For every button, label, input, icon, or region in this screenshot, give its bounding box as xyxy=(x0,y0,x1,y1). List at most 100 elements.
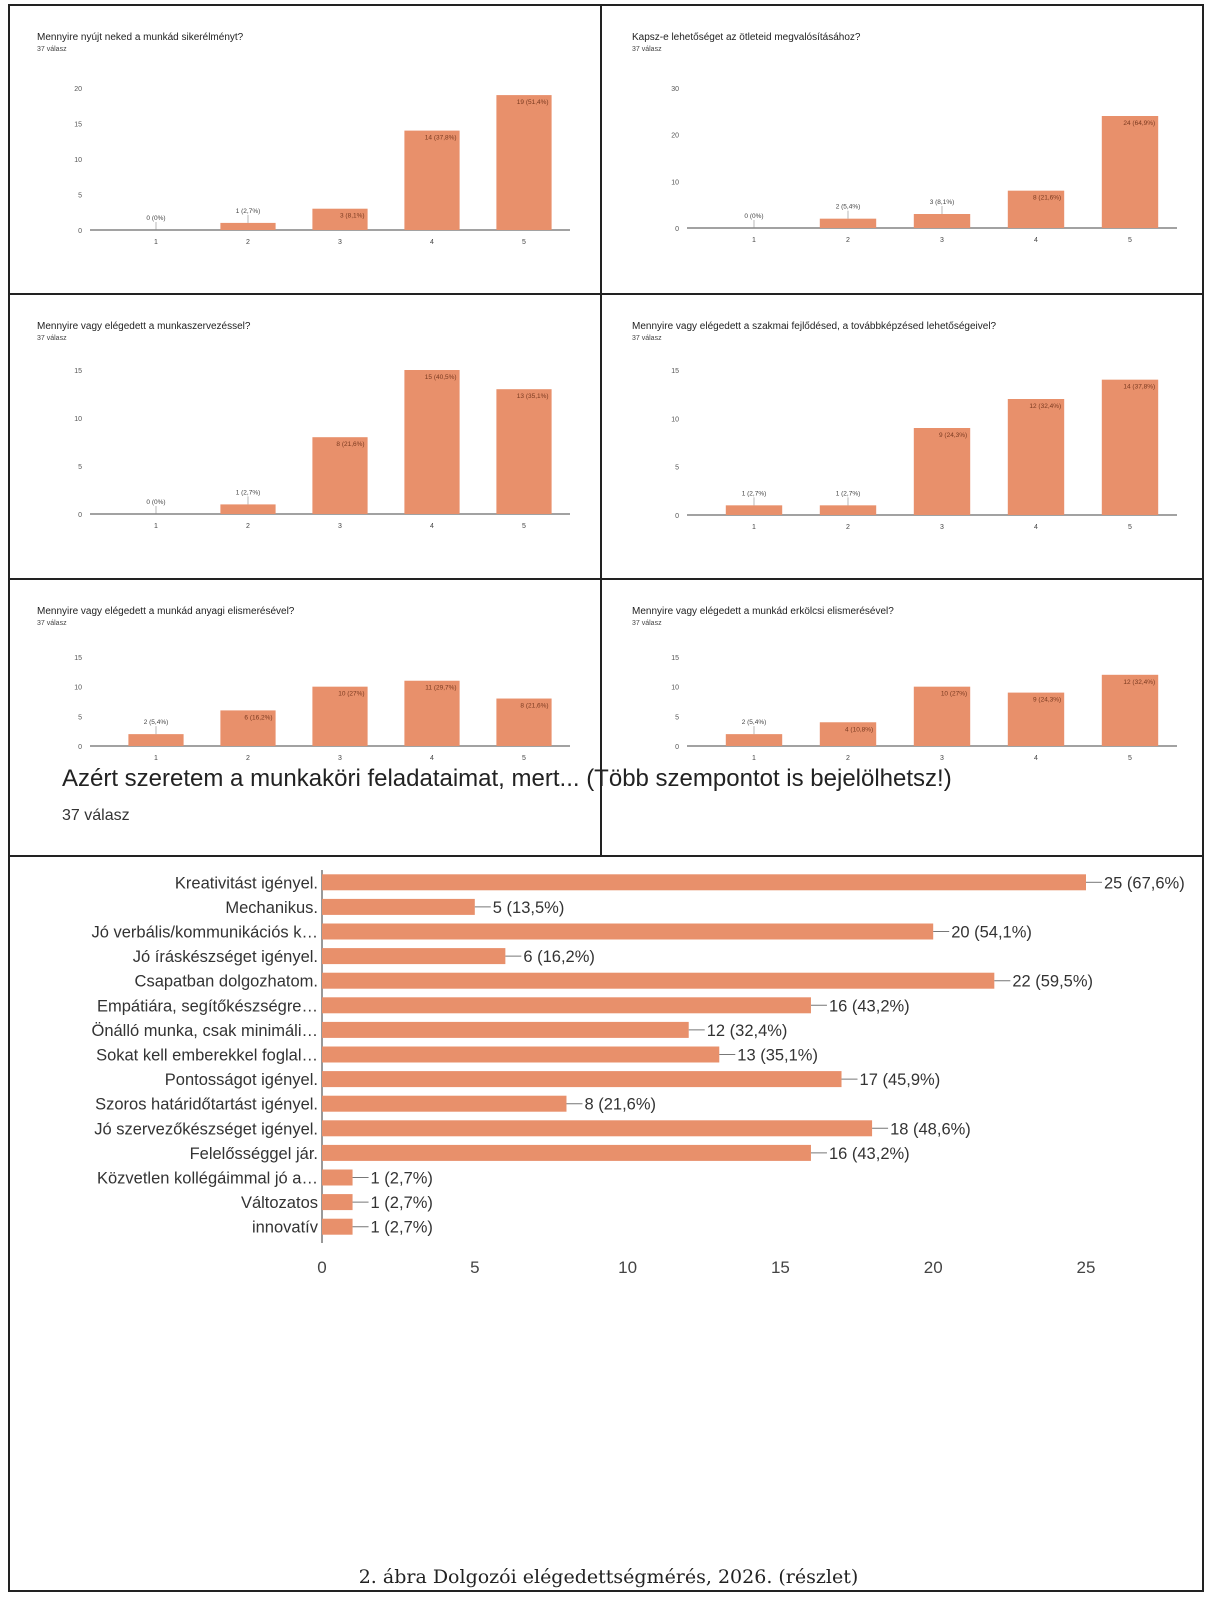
data-label: 12 (32,4%) xyxy=(1123,679,1155,686)
big-chart-title: Azért szeretem a munkaköri feladataimat,… xyxy=(62,765,952,792)
x-tick-label: 5 xyxy=(1128,237,1132,244)
bar xyxy=(1007,190,1065,228)
bar xyxy=(496,95,552,230)
category-label: Önálló munka, csak minimáli… xyxy=(92,1022,319,1040)
data-label: 9 (24,3%) xyxy=(939,432,967,439)
data-label: 2 (5,4%) xyxy=(144,719,169,726)
x-tick-label: 1 xyxy=(752,755,756,762)
y-tick-label: 10 xyxy=(671,179,679,186)
chart-subtitle: 37 válasz xyxy=(632,620,662,627)
data-label: 10 (27%) xyxy=(941,691,967,698)
category-label: Csapatban dolgozhatom. xyxy=(135,973,318,991)
x-tick-label: 3 xyxy=(338,755,342,762)
category-label: Jó szervezőkészséget igényel. xyxy=(94,1120,318,1138)
x-tick-label: 1 xyxy=(752,237,756,244)
bar xyxy=(322,1218,353,1235)
x-tick-label: 5 xyxy=(1128,524,1132,531)
bar xyxy=(913,686,971,746)
data-label: 2 (5,4%) xyxy=(836,204,861,211)
chart-panel-1: Mennyire nyújt neked a munkád sikerélmén… xyxy=(10,6,600,293)
bar xyxy=(322,874,1086,891)
x-tick-label: 5 xyxy=(522,239,526,246)
data-label: 16 (43,2%) xyxy=(829,997,910,1015)
x-tick-label: 4 xyxy=(430,239,434,246)
category-label: Kreativitást igényel. xyxy=(175,874,318,892)
figure-frame xyxy=(8,4,1204,1592)
data-label: 22 (59,5%) xyxy=(1012,973,1093,991)
bar xyxy=(312,686,368,746)
data-label: 1 (2,7%) xyxy=(371,1194,433,1212)
category-label: Mechanikus. xyxy=(225,899,318,917)
chart-title: Mennyire vagy elégedett a munkaszervezés… xyxy=(37,321,251,332)
data-label: 1 (2,7%) xyxy=(236,208,261,215)
bar xyxy=(322,1169,353,1186)
bar xyxy=(404,370,460,514)
x-tick-label: 2 xyxy=(846,237,850,244)
category-label: Közvetlen kollégáimmal jó a… xyxy=(97,1170,318,1188)
x-tick-label: 2 xyxy=(846,755,850,762)
y-tick-label: 5 xyxy=(78,193,82,200)
x-tick-label: 1 xyxy=(752,524,756,531)
bar xyxy=(322,898,475,915)
data-label: 3 (8,1%) xyxy=(930,199,955,206)
bar xyxy=(322,972,995,989)
row-divider-1 xyxy=(8,293,1204,295)
data-label: 14 (37,8%) xyxy=(1123,384,1155,391)
bar xyxy=(725,505,783,515)
bar-chart-2: 0 10 20 30 1 0 (0%) 2 2 (5,4%) 3 3 (8,1%) 4 8 (21,6… xyxy=(671,86,1177,244)
x-tick-label: 5 xyxy=(522,755,526,762)
y-tick-label: 0 xyxy=(675,226,679,233)
y-tick-label: 0 xyxy=(675,513,679,520)
bar xyxy=(312,208,368,230)
data-label: 6 (16,2%) xyxy=(244,714,272,721)
data-label: 12 (32,4%) xyxy=(1029,403,1061,410)
bar xyxy=(1101,379,1159,515)
bar xyxy=(220,222,276,230)
x-tick-label: 2 xyxy=(246,755,250,762)
chart-panel-2: Kapsz-e lehetőséget az ötleteid megvalós… xyxy=(602,6,1202,293)
category-label: Sokat kell emberekkel foglal… xyxy=(96,1047,318,1065)
y-tick-label: 15 xyxy=(671,655,679,662)
x-tick-label: 4 xyxy=(430,523,434,530)
row-divider-3 xyxy=(8,855,1204,857)
data-label: 14 (37,8%) xyxy=(425,135,457,142)
y-tick-label: 15 xyxy=(74,368,82,375)
chart-panel-3: Mennyire vagy elégedett a munkaszervezés… xyxy=(10,295,600,578)
data-label: 16 (43,2%) xyxy=(829,1145,910,1163)
data-label: 5 (13,5%) xyxy=(493,899,565,917)
chart-subtitle: 37 válasz xyxy=(37,620,67,627)
x-tick-label: 2 xyxy=(246,523,250,530)
bar xyxy=(312,437,368,514)
data-label: 11 (29,7%) xyxy=(425,685,456,692)
category-label: Pontosságot igényel. xyxy=(165,1071,318,1089)
bar xyxy=(1007,692,1065,746)
data-label: 13 (35,1%) xyxy=(517,393,549,400)
chart-panel-5: Mennyire vagy elégedett a munkád anyagi … xyxy=(10,580,600,855)
bar-chart-3: 0 5 10 15 1 0 (0%) 2 1 (2,7%) 3 8 (21,6%) 4 15 (40,… xyxy=(74,368,570,530)
column-divider xyxy=(600,4,602,856)
data-label: 19 (51,4%) xyxy=(517,99,549,106)
x-tick-label: 0 xyxy=(317,1258,326,1277)
data-label: 0 (0%) xyxy=(146,499,165,506)
y-tick-label: 10 xyxy=(671,416,679,423)
y-tick-label: 10 xyxy=(74,416,82,423)
data-label: 18 (48,6%) xyxy=(890,1120,971,1138)
x-tick-label: 25 xyxy=(1077,1258,1096,1277)
bar-chart-6: 0 5 10 15 1 2 (5,4%) 2 4 (10,8%) 3 10 (27%) 4 9 (24… xyxy=(671,655,1177,762)
data-label: 1 (2,7%) xyxy=(836,490,861,497)
x-tick-label: 3 xyxy=(940,755,944,762)
bar xyxy=(322,1120,873,1137)
y-tick-label: 5 xyxy=(78,714,82,721)
y-tick-label: 0 xyxy=(78,744,82,751)
bar xyxy=(496,389,552,514)
bar xyxy=(819,505,877,515)
bar xyxy=(404,680,460,746)
chart-subtitle: 37 válasz xyxy=(632,46,662,53)
data-label: 9 (24,3%) xyxy=(1033,697,1061,704)
bar xyxy=(1101,116,1159,228)
category-label: Jó verbális/kommunikációs k… xyxy=(92,924,319,942)
bar xyxy=(322,923,934,940)
y-tick-label: 5 xyxy=(78,464,82,471)
chart-title: Mennyire vagy elégedett a szakmai fejlőd… xyxy=(632,321,997,332)
category-label: Változatos xyxy=(241,1194,318,1212)
